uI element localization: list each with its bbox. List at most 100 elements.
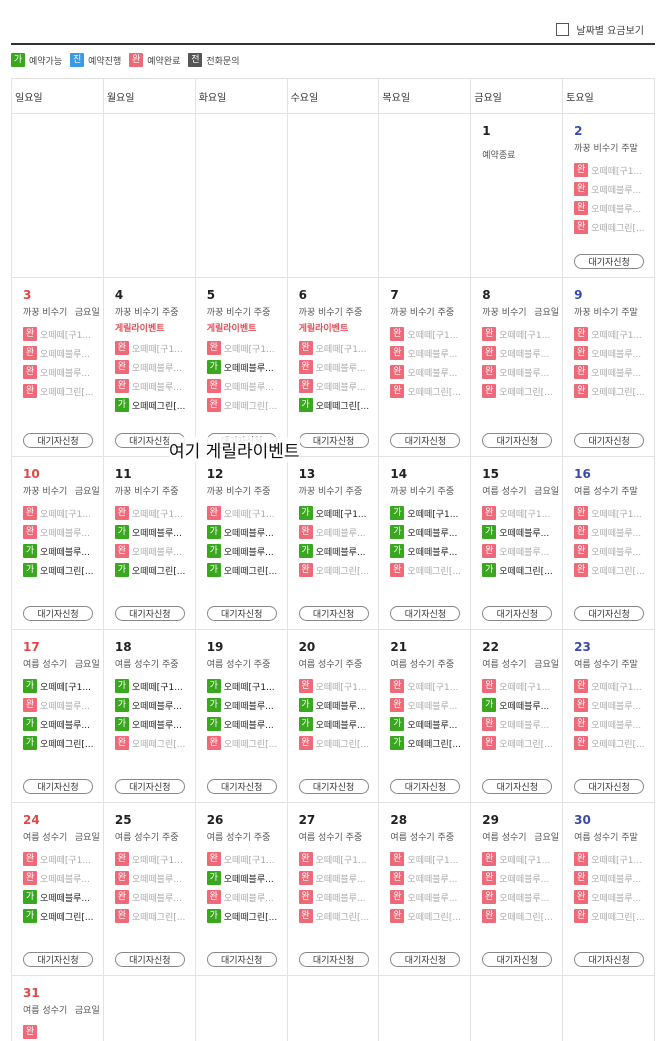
waitlist-button[interactable]: 대기자신청	[390, 779, 461, 794]
season-label: 까꿍 비수기 주중	[390, 487, 470, 498]
waitlist-button[interactable]: 대기자신청	[390, 606, 461, 621]
room-name[interactable]: 오떼떼블루...	[40, 720, 90, 731]
waitlist-button[interactable]: 대기자신청	[23, 606, 93, 621]
room-name[interactable]: 오떼떼블루...	[499, 528, 550, 539]
waitlist-button[interactable]: 대기자신청	[298, 952, 369, 967]
waitlist-button[interactable]: 대기자신청	[298, 433, 369, 448]
room-item[interactable]: 가 오떼떼[구1...	[206, 677, 287, 696]
room-name[interactable]: 오떼떼블루...	[131, 720, 182, 731]
room-name[interactable]: 오떼떼[구1...	[315, 509, 367, 520]
room-name[interactable]: 오떼떼그린[...	[40, 912, 94, 923]
room-item[interactable]: 가 오떼떼블루...	[23, 715, 103, 734]
room-name[interactable]: 오떼떼블루...	[40, 893, 90, 904]
room-name[interactable]: 오떼떼그린[...	[40, 739, 94, 750]
room-item[interactable]: 가 오떼떼그린[...	[23, 907, 103, 926]
waitlist-button[interactable]: 대기자신청	[206, 952, 277, 967]
room-item[interactable]: 가 오떼떼블루...	[390, 542, 470, 561]
room-name[interactable]: 오떼떼블루...	[499, 701, 550, 712]
room-item[interactable]: 가 오떼떼블루...	[390, 715, 470, 734]
room-item[interactable]: 가 오떼떼블루...	[206, 869, 287, 888]
waitlist-button[interactable]: 대기자신청	[482, 779, 553, 794]
room-name[interactable]: 오떼떼블루...	[223, 720, 274, 731]
room-name[interactable]: 오떼떼블루...	[407, 528, 458, 539]
room-item[interactable]: 가 오떼떼그린[...	[23, 734, 103, 753]
waitlist-button[interactable]: 대기자신청	[574, 433, 645, 448]
waitlist-button[interactable]: 대기자신청	[390, 433, 461, 448]
waitlist-button[interactable]: 대기자신청	[23, 779, 93, 794]
room-item[interactable]: 가 오떼떼블루...	[114, 523, 195, 542]
room-name[interactable]: 오떼떼블루...	[131, 528, 182, 539]
room-item[interactable]: 가 오떼떼블루...	[206, 542, 287, 561]
room-item[interactable]: 가 오떼떼그린[...	[298, 396, 379, 415]
room-name[interactable]: 오떼떼그린[...	[40, 566, 94, 577]
waitlist-button[interactable]: 대기자신청	[114, 779, 185, 794]
room-item[interactable]: 가 오떼떼그린[...	[206, 907, 287, 926]
room-name[interactable]: 오떼떼그린[...	[407, 739, 461, 750]
waitlist-button[interactable]: 대기자신청	[482, 433, 553, 448]
waitlist-button[interactable]: 대기자신청	[390, 952, 461, 967]
room-name[interactable]: 오떼떼[구1...	[131, 682, 183, 693]
room-item[interactable]: 가 오떼떼블루...	[206, 715, 287, 734]
room-name[interactable]: 오떼떼블루...	[223, 363, 274, 374]
room-name[interactable]: 오떼떼블루...	[407, 720, 458, 731]
room-item[interactable]: 가 오떼떼블루...	[206, 523, 287, 542]
waitlist-button[interactable]: 대기자신청	[206, 779, 277, 794]
room-name[interactable]: 오떼떼그린[...	[315, 401, 370, 412]
room-item[interactable]: 가 오떼떼블루...	[23, 888, 103, 907]
waitlist-button[interactable]: 대기자신청	[206, 606, 277, 621]
room-name[interactable]: 오떼떼블루...	[223, 547, 274, 558]
room-item[interactable]: 가 오떼떼블루...	[298, 542, 379, 561]
room-item[interactable]: 가 오떼떼블루...	[298, 696, 379, 715]
room-item[interactable]: 가 오떼떼블루...	[206, 358, 287, 377]
checkbox-icon[interactable]	[556, 23, 570, 36]
room-item[interactable]: 가 오떼떼[구1...	[23, 677, 103, 696]
room-name[interactable]: 오떼떼그린[...	[131, 566, 186, 577]
room-name[interactable]: 오떼떼블루...	[40, 547, 90, 558]
waitlist-button[interactable]: 대기자신청	[298, 779, 369, 794]
room-name[interactable]: 오떼떼그린[...	[131, 401, 186, 412]
waitlist-button[interactable]: 대기자신청	[574, 779, 645, 794]
room-name[interactable]: 오떼떼[구1...	[407, 509, 459, 520]
room-item[interactable]: 가 오떼떼블루...	[390, 523, 470, 542]
room-item[interactable]: 가 오떼떼블루...	[482, 696, 562, 715]
room-name[interactable]: 오떼떼블루...	[223, 874, 274, 885]
room-item[interactable]: 가 오떼떼블루...	[206, 696, 287, 715]
waitlist-button[interactable]: 대기자신청	[574, 606, 645, 621]
room-item[interactable]: 가 오떼떼그린[...	[206, 561, 287, 580]
room-name[interactable]: 오떼떼[구1...	[40, 682, 91, 693]
room-name[interactable]: 오떼떼블루...	[315, 701, 366, 712]
room-name[interactable]: 오떼떼그린[...	[499, 566, 553, 577]
room-name[interactable]: 오떼떼블루...	[223, 701, 274, 712]
waitlist-button[interactable]: 대기자신청	[482, 952, 553, 967]
waitlist-button[interactable]: 대기자신청	[298, 606, 369, 621]
room-name[interactable]: 오떼떼블루...	[315, 720, 366, 731]
waitlist-button[interactable]: 대기자신청	[482, 606, 553, 621]
room-item[interactable]: 가 오떼떼[구1...	[390, 504, 470, 523]
waitlist-button[interactable]: 대기자신청	[114, 606, 185, 621]
room-item[interactable]: 가 오떼떼그린[...	[482, 561, 562, 580]
room-name[interactable]: 오떼떼[구1...	[223, 682, 275, 693]
waitlist-button[interactable]: 대기자신청	[23, 952, 93, 967]
room-name[interactable]: 오떼떼그린[...	[223, 912, 278, 923]
room-name[interactable]: 오떼떼그린[...	[223, 566, 278, 577]
room-item[interactable]: 가 오떼떼블루...	[114, 696, 195, 715]
waitlist-button[interactable]: 대기자신청	[23, 433, 93, 448]
room-name[interactable]: 오떼떼블루...	[131, 701, 182, 712]
price-by-date-toggle[interactable]: 날짜별 요금보기	[556, 22, 644, 37]
waitlist-button[interactable]: 대기자신청	[114, 952, 185, 967]
waitlist-button[interactable]: 대기자신청	[574, 254, 645, 269]
room-item[interactable]: 가 오떼떼그린[...	[114, 561, 195, 580]
room-name[interactable]: 오떼떼블루...	[407, 547, 458, 558]
room-item[interactable]: 가 오떼떼[구1...	[298, 504, 379, 523]
room-item[interactable]: 가 오떼떼그린[...	[23, 561, 103, 580]
room-item[interactable]: 가 오떼떼블루...	[23, 542, 103, 561]
room-name[interactable]: 오떼떼블루...	[223, 528, 274, 539]
room-item[interactable]: 가 오떼떼블루...	[298, 715, 379, 734]
room-item[interactable]: 가 오떼떼[구1...	[114, 677, 195, 696]
room-name[interactable]: 오떼떼블루...	[315, 547, 366, 558]
room-item[interactable]: 가 오떼떼그린[...	[390, 734, 470, 753]
waitlist-button[interactable]: 대기자신청	[574, 952, 645, 967]
room-item[interactable]: 가 오떼떼블루...	[482, 523, 562, 542]
room-item[interactable]: 가 오떼떼그린[...	[114, 396, 195, 415]
room-item[interactable]: 가 오떼떼블루...	[114, 715, 195, 734]
